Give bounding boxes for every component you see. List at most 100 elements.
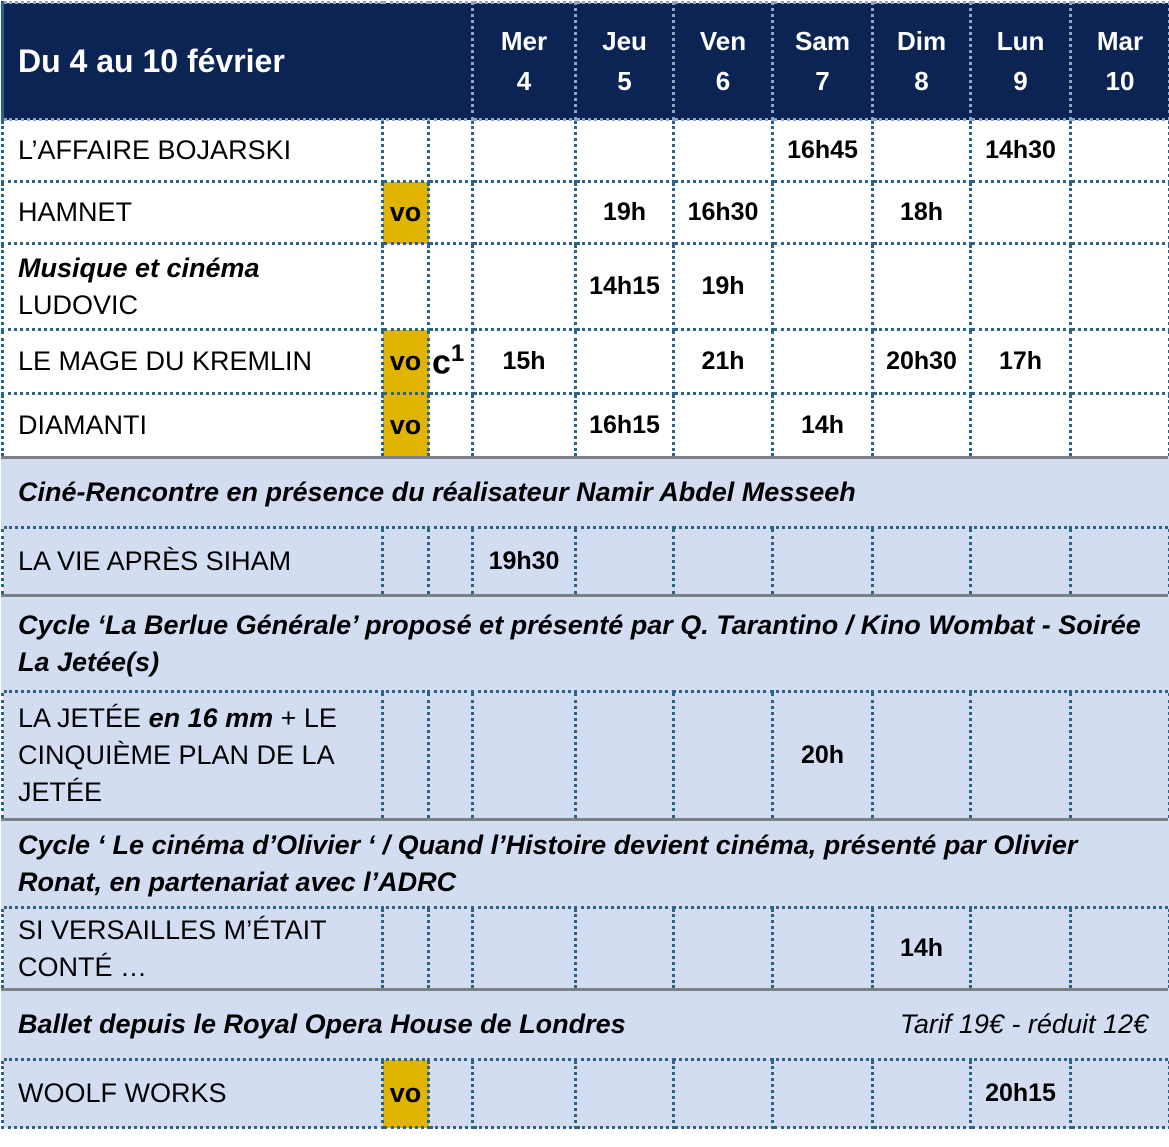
showtime-cell (1069, 690, 1169, 821)
showtime-cell (574, 1058, 676, 1129)
vo-badge: vo (381, 180, 430, 245)
day-name: Ven (699, 26, 747, 56)
showtime-cell: 18h (871, 180, 973, 245)
cycle-sup: 1 (450, 340, 465, 368)
film-title-part: DIAMANTI (18, 410, 148, 440)
showtime-cell (871, 690, 973, 821)
showtime-cell (771, 242, 875, 331)
showtime-cell: 14h15 (574, 242, 676, 331)
film-row: SI VERSAILLES M’ÉTAIT CONTÉ … 14h (1, 906, 1169, 991)
showtime-cell: 16h15 (574, 392, 676, 459)
cycle-mark (426, 906, 475, 991)
cycle-mark (426, 118, 475, 183)
film-title-part: SI VERSAILLES M’ÉTAIT CONTÉ … (18, 914, 327, 982)
section-header-row: Cycle ‘La Berlue Générale’ proposé et pr… (0, 594, 1169, 693)
header-row: Du 4 au 10 février Mer 4 Jeu 5 Ven 6 Sam 7 Dim 8 L… (0, 1, 1169, 121)
showtime-cell: 14h (871, 906, 973, 991)
showtime-cell: 14h30 (969, 118, 1073, 183)
showtime-cell (1069, 328, 1169, 395)
day-name: Jeu (602, 26, 647, 56)
showtime-cell (471, 392, 578, 459)
section-header-row: Cycle ‘ Le cinéma d’Olivier ‘ / Quand l’… (0, 818, 1169, 909)
day-name: Mer (500, 26, 548, 56)
showtime-cell (574, 690, 676, 821)
film-title: WOOLF WORKS (1, 1058, 384, 1129)
showtime-cell (771, 526, 875, 597)
section-text: Cycle ‘La Berlue Générale’ proposé et pr… (18, 609, 1141, 677)
film-title-part: LA JETÉE (18, 703, 149, 733)
cycle-mark (426, 180, 475, 245)
day-number: 9 (1013, 66, 1028, 96)
section-text: Ballet depuis le Royal Opera House de Lo… (18, 1009, 626, 1039)
film-title: LA VIE APRÈS SIHAM (1, 526, 384, 597)
film-row: LA VIE APRÈS SIHAM 19h30 (1, 526, 1169, 597)
film-row: LE MAGE DU KREMLIN vo c1 15h 21h 20h30 17h (1, 328, 1169, 395)
day-header-ven: Ven 6 (672, 1, 775, 121)
showtime-cell: 15h (471, 328, 578, 395)
showtime-cell (471, 242, 578, 331)
showtime-cell: 19h (574, 180, 676, 245)
showtime-cell (672, 906, 775, 991)
showtime-cell (969, 392, 1073, 459)
showtime-cell (574, 906, 676, 991)
showtime-cell (1069, 180, 1169, 245)
day-header-mar: Mar 10 (1069, 1, 1169, 121)
film-title: L’AFFAIRE BOJARSKI (1, 118, 384, 183)
film-title: LE MAGE DU KREMLIN (1, 328, 384, 395)
film-title-part: LE MAGE DU KREMLIN (18, 346, 313, 376)
showtime-cell: 20h30 (871, 328, 973, 395)
vo-badge (381, 242, 430, 331)
showtime-cell (471, 118, 578, 183)
day-header-mer: Mer 4 (471, 1, 578, 121)
showtime-cell (672, 392, 775, 459)
day-name: Mar (1096, 26, 1144, 56)
showtime-cell (771, 1058, 875, 1129)
showtime-cell (1069, 906, 1169, 991)
vo-badge (381, 690, 430, 821)
film-row: WOOLF WORKS vo 20h15 (1, 1058, 1169, 1129)
day-number: 5 (617, 66, 632, 96)
showtime-cell (471, 690, 578, 821)
film-row: LA JETÉE en 16 mm + LE CINQUIÈME PLAN DE… (1, 690, 1169, 821)
section-header-row: Ciné-Rencontre en présence du réalisateu… (0, 456, 1169, 529)
showtime-cell: 20h15 (969, 1058, 1073, 1129)
showtime-cell (471, 906, 578, 991)
showtime-cell (969, 180, 1073, 245)
showtime-cell (574, 526, 676, 597)
showtime-cell (672, 118, 775, 183)
showtime-cell (1069, 526, 1169, 597)
showtime-cell (871, 1058, 973, 1129)
vo-badge (381, 118, 430, 183)
day-header-jeu: Jeu 5 (574, 1, 676, 121)
cycle-mark: c1 (426, 328, 475, 395)
day-number: 6 (715, 66, 731, 96)
cycle-mark (426, 526, 475, 597)
showtime-cell (1069, 118, 1169, 183)
vo-badge (381, 906, 430, 991)
film-title-part: HAMNET (18, 197, 132, 227)
film-title: Musique et cinéma LUDOVIC (1, 242, 384, 331)
showtime-cell (672, 526, 775, 597)
showtime-cell: 16h45 (771, 118, 875, 183)
price-note: Tarif 19€ - réduit 12€ (899, 1009, 1149, 1039)
section-title: Cycle ‘La Berlue Générale’ proposé et pr… (0, 594, 1169, 693)
day-number: 7 (815, 66, 830, 96)
showtime-cell (871, 392, 973, 459)
showtime-cell: 20h (771, 690, 875, 821)
film-title-part: Musique et cinéma (18, 252, 260, 283)
cycle-mark (426, 690, 475, 821)
day-header-lun: Lun 9 (969, 1, 1073, 121)
showtime-cell (574, 118, 676, 183)
showtime-cell (1069, 1058, 1169, 1129)
showtime-cell (969, 526, 1073, 597)
showtime-cell (672, 690, 775, 821)
showtime-cell: 19h30 (471, 526, 578, 597)
cycle-mark (426, 242, 475, 331)
showtime-cell: 17h (969, 328, 1073, 395)
showtime-cell: 21h (672, 328, 775, 395)
cycle-letter: c (432, 343, 451, 382)
day-name: Dim (896, 26, 947, 56)
showtime-cell (871, 242, 973, 331)
